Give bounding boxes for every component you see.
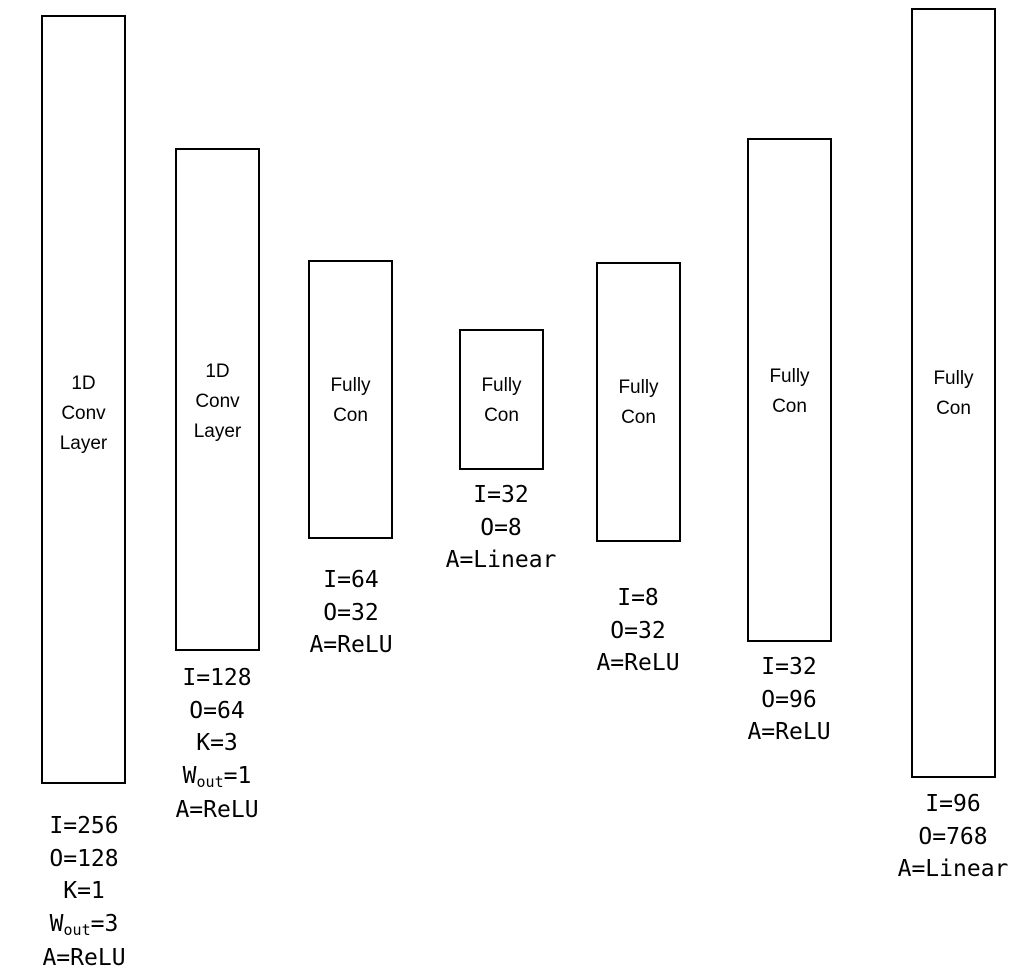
layer-5-fc-box: Fully Con (596, 262, 681, 542)
layer-2-width-symbol: W (182, 762, 197, 789)
layer-6-params: I=32 O=96 A=ReLU (689, 651, 889, 749)
layer-5-input-size: I=8 (617, 585, 659, 611)
layer-6-output-size: O=96 (761, 686, 817, 713)
layer-6-label: Fully Con (749, 362, 830, 422)
layer-3-activation: A=ReLU (309, 632, 393, 658)
layer-1-label-line: Conv (61, 403, 106, 424)
layer-1-label: 1D Conv Layer (43, 369, 124, 459)
layer-1-conv-box: 1D Conv Layer (41, 15, 126, 784)
layer-7-output-size: O=768 (918, 823, 988, 850)
layer-4-label-line: Fully (481, 375, 522, 396)
layer-1-label-line: Layer (59, 433, 108, 454)
layer-7-label-line: Con (936, 398, 971, 419)
layer-1-params: I=256 O=128 K=1 Wout=3 A=ReLU (0, 810, 184, 975)
layer-2-conv-box: 1D Conv Layer (175, 148, 260, 651)
layer-5-output-size: O=32 (610, 617, 666, 644)
layer-6-fc-box: Fully Con (747, 138, 832, 642)
layer-2-label: 1D Conv Layer (177, 357, 258, 447)
layer-4-activation: A=Linear (445, 547, 557, 573)
layer-7-activation: A=Linear (897, 856, 1009, 882)
layer-1-width-subscript: out (63, 920, 91, 939)
layer-2-kernel-size: K=3 (196, 730, 238, 756)
layer-4-fc-box: Fully Con (459, 329, 544, 470)
layer-2-activation: A=ReLU (175, 797, 259, 823)
layer-2-input-size: I=128 (182, 665, 252, 691)
layer-1-kernel-size: K=1 (63, 878, 105, 904)
layer-3-fc-box: Fully Con (308, 260, 393, 539)
layer-6-activation: A=ReLU (747, 719, 831, 745)
layer-7-fc-box: Fully Con (911, 8, 996, 778)
layer-2-label-line: 1D (205, 361, 230, 382)
layer-7-label-line: Fully (933, 368, 974, 389)
layer-3-label-line: Con (333, 405, 368, 426)
layer-1-width-value: =3 (90, 910, 119, 937)
layer-4-label: Fully Con (461, 371, 542, 431)
layer-5-params: I=8 O=32 A=ReLU (538, 582, 738, 680)
layer-3-params: I=64 O=32 A=ReLU (251, 564, 451, 662)
layer-2-width-out: Wout=1 (117, 760, 317, 795)
layer-4-label-line: Con (484, 405, 519, 426)
layer-6-label-line: Fully (769, 366, 810, 387)
layer-3-label-line: Fully (330, 375, 371, 396)
layer-1-label-line: 1D (71, 373, 96, 394)
layer-4-output-size: O=8 (480, 514, 522, 541)
layer-1-output-size: O=128 (49, 845, 119, 872)
layer-2-output-size: O=64 (189, 697, 245, 724)
layer-5-activation: A=ReLU (596, 650, 680, 676)
layer-7-params: I=96 O=768 A=Linear (853, 788, 1022, 886)
layer-3-output-size: O=32 (323, 599, 379, 626)
layer-7-input-size: I=96 (925, 791, 981, 817)
layer-2-label-line: Layer (193, 421, 242, 442)
layer-2-params: I=128 O=64 K=3 Wout=1 A=ReLU (117, 662, 317, 827)
layer-5-label-line: Con (621, 407, 656, 428)
layer-3-input-size: I=64 (323, 567, 379, 593)
layer-2-width-subscript: out (196, 772, 224, 791)
layer-3-label: Fully Con (310, 371, 391, 431)
layer-5-label: Fully Con (598, 373, 679, 433)
layer-2-width-value: =1 (223, 762, 252, 789)
layer-1-activation: A=ReLU (42, 945, 126, 971)
layer-5-label-line: Fully (618, 377, 659, 398)
layer-4-input-size: I=32 (473, 482, 529, 508)
layer-4-params: I=32 O=8 A=Linear (401, 479, 601, 577)
layer-7-label: Fully Con (913, 364, 994, 424)
layer-6-label-line: Con (772, 396, 807, 417)
layer-1-input-size: I=256 (49, 813, 119, 839)
layer-2-label-line: Conv (195, 391, 240, 412)
layer-1-width-out: Wout=3 (0, 908, 184, 943)
layer-1-width-symbol: W (49, 910, 64, 937)
layer-6-input-size: I=32 (761, 654, 817, 680)
